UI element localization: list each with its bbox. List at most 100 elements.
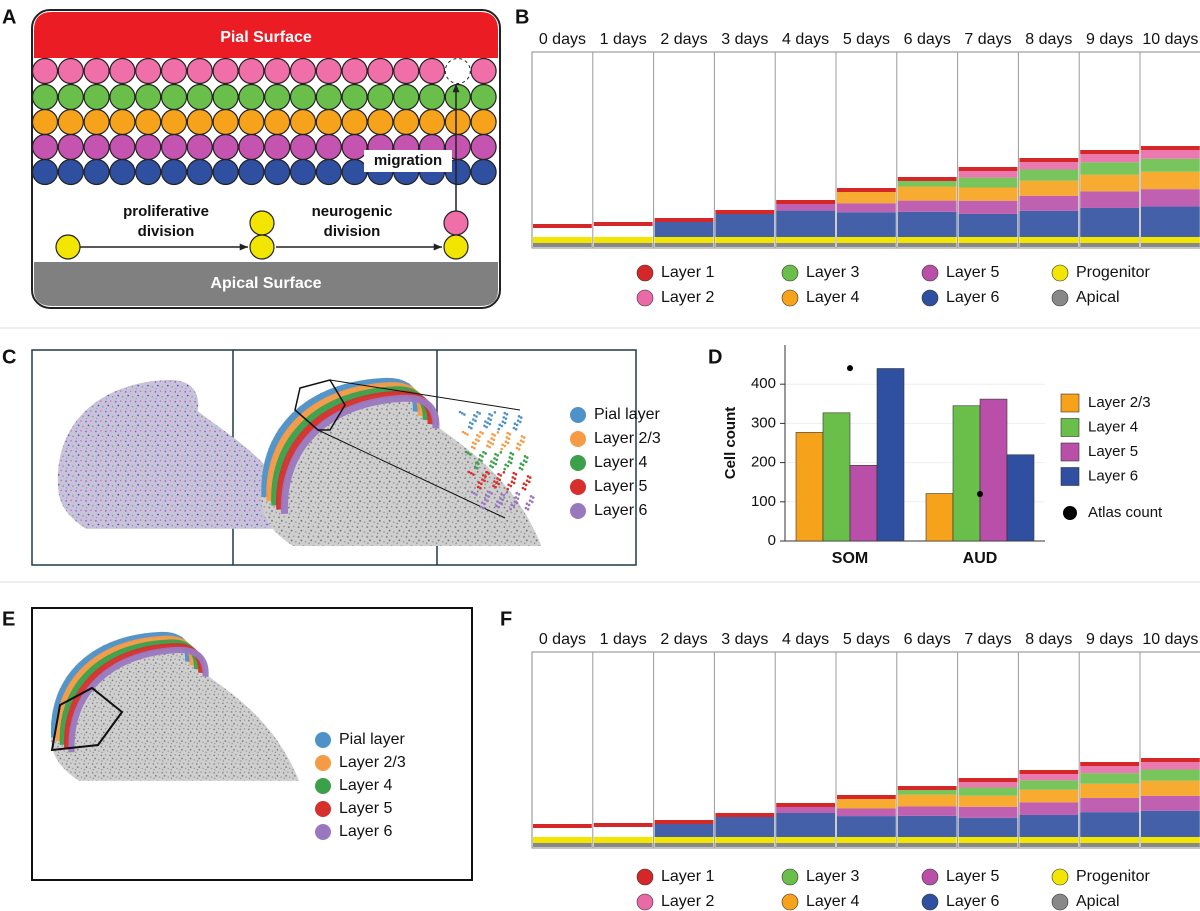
pial-band <box>34 12 498 58</box>
cell-dot <box>478 412 481 415</box>
legend-swatch <box>315 778 331 794</box>
cell-dot <box>471 441 475 444</box>
y-tick-label: 200 <box>751 454 776 471</box>
cell-dot <box>483 502 486 506</box>
cell-dot <box>473 465 477 469</box>
cell-dot <box>481 455 484 458</box>
cell-dot <box>509 451 513 455</box>
layer-cells <box>897 181 957 187</box>
cell-dot <box>486 421 489 425</box>
apical-cells <box>654 843 714 847</box>
cell-dot <box>482 450 485 454</box>
layer-cells <box>897 211 957 237</box>
legend-swatch <box>570 407 586 423</box>
cell-dot <box>514 427 518 431</box>
layer-cells <box>837 212 896 237</box>
layer-cells <box>1019 169 1079 181</box>
legend-swatch <box>570 479 586 495</box>
legend-label: Layer 4 <box>594 454 647 471</box>
cell-dot <box>515 491 519 495</box>
cell-dot <box>509 507 512 511</box>
cell <box>83 133 110 161</box>
cell-dot <box>479 430 482 434</box>
cell <box>135 108 162 136</box>
layer1-cells <box>533 224 592 228</box>
cell <box>264 158 291 186</box>
cell-dot <box>531 500 534 504</box>
layer-cells <box>1080 812 1139 837</box>
cell-dot <box>502 494 506 497</box>
day-label: 7 days <box>964 631 1011 648</box>
cell-dot <box>498 478 502 482</box>
cell-dot <box>461 430 465 434</box>
cell-dot <box>470 426 473 430</box>
layer-cells <box>776 210 835 237</box>
layer-cells <box>958 787 1018 796</box>
layer-cells <box>1019 180 1079 196</box>
zoom-line <box>317 429 506 519</box>
cell-dot <box>518 443 522 447</box>
bar <box>822 412 851 542</box>
day-label: 2 days <box>660 31 707 48</box>
legend-label: Layer 5 <box>339 800 392 817</box>
layer-cells <box>958 171 1018 178</box>
cell-dot <box>498 501 501 505</box>
cell <box>109 57 136 85</box>
annotation: neurogenic <box>312 203 393 220</box>
legend-swatch <box>921 893 939 911</box>
cell-dot <box>488 422 492 426</box>
day-label: 10 days <box>1142 31 1198 48</box>
cell-dot <box>474 442 477 446</box>
y-tick-label: 300 <box>751 414 776 431</box>
layer-cells <box>958 795 1018 807</box>
legend-swatch <box>570 431 586 447</box>
cell-dot <box>528 476 532 479</box>
cell-dot <box>470 445 474 449</box>
legend-swatch <box>781 868 799 886</box>
cell-dot <box>492 484 495 488</box>
cell-dot <box>463 413 466 416</box>
cell-dot <box>477 462 480 466</box>
cell <box>31 57 59 85</box>
cell-dot <box>484 475 487 478</box>
cell-dot <box>491 465 494 469</box>
progenitor-cells <box>958 237 1018 243</box>
cell-dot <box>516 442 520 446</box>
cell-dot <box>495 481 498 485</box>
layer-cells <box>1141 780 1200 796</box>
layer-cells <box>1141 150 1200 159</box>
progenitor-cells <box>837 237 896 243</box>
cell-dot <box>493 480 496 483</box>
progenitor-cells <box>1019 837 1079 843</box>
x-tick-label: SOM <box>832 550 868 567</box>
apical-band <box>34 262 498 306</box>
progenitor-cells <box>1141 237 1200 243</box>
cell-dot <box>489 441 492 445</box>
cell-dot <box>515 423 519 427</box>
cell-dot <box>501 498 505 502</box>
layer1-cells <box>776 803 835 807</box>
cell-dot <box>525 456 529 459</box>
cell-dot <box>507 483 510 487</box>
day-label: 5 days <box>843 631 890 648</box>
cell-dot <box>496 477 499 480</box>
cell <box>444 83 471 111</box>
cell <box>160 57 188 85</box>
day-label: 7 days <box>964 31 1011 48</box>
layer-cells <box>1019 195 1079 211</box>
legend-label: Layer 4 <box>806 893 859 910</box>
legend-swatch <box>921 264 939 282</box>
cell-dot <box>493 457 496 460</box>
cell <box>470 108 497 136</box>
layer1-cells <box>593 823 653 827</box>
cell <box>212 158 239 186</box>
panel-letter: D <box>708 346 722 368</box>
cell-dot <box>472 418 475 421</box>
cell <box>470 83 497 111</box>
cell <box>57 158 84 186</box>
progenitor-cells <box>593 837 653 843</box>
cell <box>289 57 317 85</box>
legend-label: Progenitor <box>1076 264 1150 281</box>
brain-tissue <box>261 377 542 546</box>
